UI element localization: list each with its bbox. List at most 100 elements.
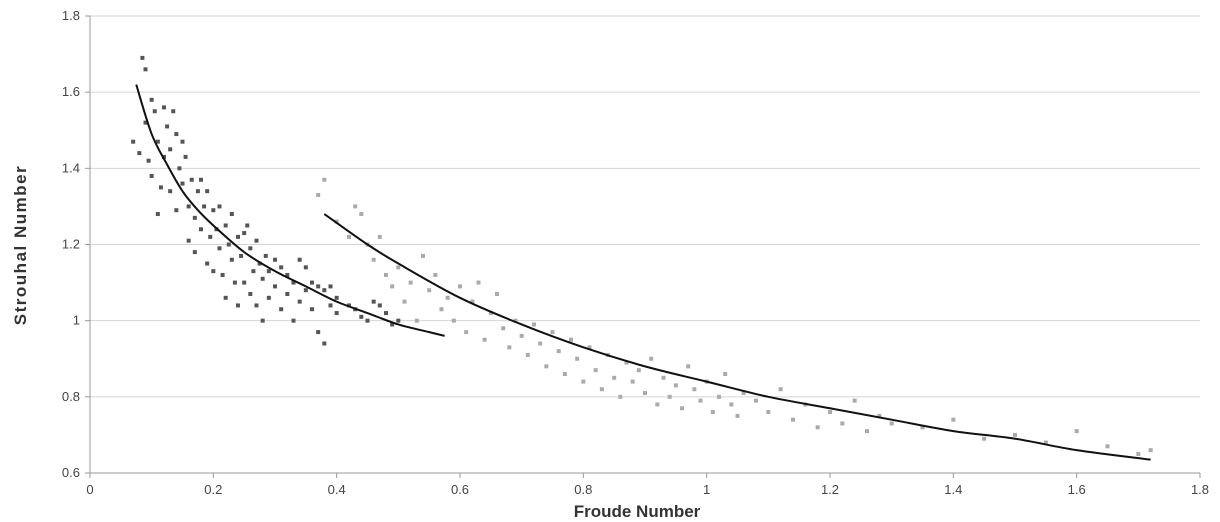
data-point xyxy=(334,295,339,300)
data-point xyxy=(353,204,358,209)
data-point xyxy=(710,410,715,415)
gridlines xyxy=(90,15,1200,398)
data-point xyxy=(189,177,194,182)
y-tick-label: 1.2 xyxy=(62,237,80,252)
data-point xyxy=(236,234,240,239)
data-point xyxy=(226,242,231,247)
data-point xyxy=(402,299,407,304)
data-series xyxy=(131,55,1153,456)
data-point xyxy=(581,379,586,384)
data-point xyxy=(686,364,691,369)
series-1 xyxy=(131,55,401,346)
data-point xyxy=(229,212,234,217)
data-point xyxy=(538,341,543,346)
data-point xyxy=(371,257,376,262)
data-point xyxy=(279,307,284,312)
trend-line xyxy=(135,84,445,337)
trend-lines xyxy=(135,84,1151,461)
data-point xyxy=(248,292,253,297)
data-point xyxy=(186,204,191,209)
y-tick-label: 1.4 xyxy=(62,160,80,175)
data-point xyxy=(168,147,173,152)
data-point xyxy=(316,330,321,335)
data-point xyxy=(476,280,481,285)
data-point xyxy=(285,272,290,277)
data-point xyxy=(445,295,450,300)
data-point xyxy=(1043,440,1048,445)
data-point xyxy=(612,375,617,380)
data-point xyxy=(636,368,641,373)
data-point xyxy=(192,250,197,255)
data-point xyxy=(211,208,216,213)
data-point xyxy=(359,314,364,319)
data-point xyxy=(507,345,512,350)
data-point xyxy=(322,341,327,346)
data-point xyxy=(741,391,746,396)
data-point xyxy=(877,413,882,418)
x-tick-label: 1.8 xyxy=(1191,482,1209,497)
data-point xyxy=(223,223,228,228)
data-point xyxy=(242,280,247,285)
data-point xyxy=(643,391,647,396)
data-point xyxy=(717,394,721,399)
data-point xyxy=(220,272,225,277)
data-point xyxy=(260,318,265,323)
y-tick-label: 0.6 xyxy=(62,465,80,480)
data-point xyxy=(162,105,166,110)
data-point xyxy=(532,322,536,327)
data-point xyxy=(328,284,333,289)
data-point xyxy=(183,154,188,159)
data-point xyxy=(177,166,182,171)
data-point xyxy=(316,192,321,197)
data-point xyxy=(525,352,530,357)
data-point xyxy=(390,284,395,289)
x-tick-label: 0.6 xyxy=(451,482,469,497)
data-point xyxy=(199,227,203,232)
data-point xyxy=(384,272,388,277)
data-point xyxy=(158,185,163,190)
data-point xyxy=(1074,429,1079,434)
data-point xyxy=(982,436,987,441)
data-point xyxy=(661,375,666,380)
data-point xyxy=(377,303,382,308)
data-point xyxy=(396,265,401,270)
data-point xyxy=(322,177,327,182)
data-point xyxy=(297,257,302,262)
data-point xyxy=(729,402,734,407)
data-point xyxy=(328,303,333,308)
data-point xyxy=(149,97,154,102)
data-point xyxy=(242,231,247,236)
data-point xyxy=(439,307,444,312)
data-point xyxy=(232,280,237,285)
x-tick-label: 1.2 xyxy=(821,482,839,497)
data-point xyxy=(698,398,703,403)
data-point xyxy=(131,139,136,144)
data-point xyxy=(223,295,228,300)
data-point xyxy=(310,280,314,285)
data-point xyxy=(291,318,296,323)
data-point xyxy=(649,356,654,361)
data-point xyxy=(766,410,771,415)
data-point xyxy=(544,364,549,369)
data-point xyxy=(273,284,277,289)
data-point xyxy=(217,246,222,251)
y-axis-title: Strouhal Number xyxy=(11,165,30,325)
data-point xyxy=(618,394,623,399)
data-point xyxy=(140,55,145,60)
data-point xyxy=(754,398,758,403)
data-point xyxy=(155,212,160,217)
data-point xyxy=(322,288,327,293)
data-point xyxy=(192,215,197,220)
data-point xyxy=(266,295,271,300)
data-point xyxy=(257,261,262,266)
series-2 xyxy=(316,177,1153,456)
data-point xyxy=(316,284,321,289)
data-point xyxy=(951,417,956,422)
y-tick-label: 1 xyxy=(73,313,80,328)
data-point xyxy=(180,139,185,144)
x-tick-label: 0.8 xyxy=(574,482,592,497)
data-point xyxy=(390,322,395,327)
data-point xyxy=(155,139,160,144)
data-point xyxy=(840,421,845,426)
